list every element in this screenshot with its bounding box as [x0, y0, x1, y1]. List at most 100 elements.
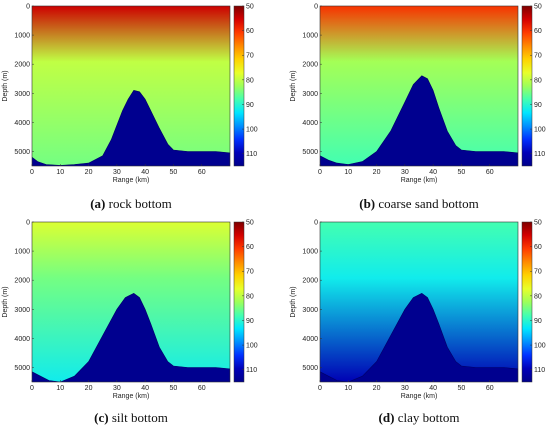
colorbar — [521, 5, 533, 167]
x-tick-label: 0 — [318, 169, 322, 176]
plot-frame — [319, 221, 519, 383]
colorbar-tick-label: 80 — [246, 77, 254, 84]
x-tick-label: 40 — [141, 169, 149, 176]
x-tick-label: 30 — [113, 385, 121, 392]
x-tick-label: 40 — [429, 385, 437, 392]
colorbar-tick-label: 50 — [246, 4, 254, 11]
colorbar-tick-label: 90 — [246, 318, 254, 325]
colorbar-tick-label: 50 — [534, 220, 542, 227]
x-tick-label: 50 — [170, 385, 178, 392]
panel-a-heatmap: 0 10 20 30 40 50 60 0 1000 2000 3000 4000 5000 Range … — [2, 4, 258, 185]
x-tick-label: 10 — [344, 385, 352, 392]
y-tick-label: 4000 — [302, 336, 318, 343]
x-tick-label: 20 — [85, 385, 93, 392]
panel-b-label: (b) — [359, 196, 376, 211]
panel-a-caption: (a) rock bottom — [0, 196, 262, 212]
y-tick-label: 3000 — [302, 307, 318, 314]
panel-c-label: (c) — [94, 410, 109, 425]
colorbar-tick-label: 50 — [534, 4, 542, 11]
colorbar-tick-label: 100 — [534, 127, 546, 134]
panel-b-caption: (b) coarse sand bottom — [288, 196, 550, 212]
y-tick-label: 0 — [26, 220, 30, 227]
panel-d-caption: (d) clay bottom — [288, 410, 550, 426]
x-tick-label: 10 — [56, 385, 64, 392]
colorbar-tick-label: 60 — [246, 28, 254, 35]
x-tick-label: 40 — [429, 169, 437, 176]
colorbar-tick-label: 70 — [246, 269, 254, 276]
x-tick-label: 30 — [401, 385, 409, 392]
x-tick-label: 60 — [486, 385, 494, 392]
colorbar-tick-label: 90 — [534, 318, 542, 325]
colorbar-tick-label: 80 — [534, 293, 542, 300]
colorbar-tick-label: 110 — [246, 367, 257, 374]
panel-c-caption: (c) silt bottom — [0, 410, 262, 426]
y-tick-label: 1000 — [14, 33, 30, 40]
y-tick-label: 4000 — [14, 120, 30, 127]
y-tick-label: 1000 — [302, 33, 318, 40]
colorbar-tick-label: 60 — [534, 28, 542, 35]
seabed-line — [320, 75, 518, 165]
y-tick-label: 3000 — [302, 91, 318, 98]
x-tick-label: 0 — [318, 385, 322, 392]
y-tick-label: 2000 — [302, 278, 318, 285]
y-axis-label: Depth (m) — [2, 70, 9, 101]
panel-c-heatmap: 0 10 20 30 40 50 60 0 1000 2000 3000 4000 5000 Range … — [2, 220, 258, 401]
transmission-loss-field — [320, 222, 518, 382]
x-tick-label: 40 — [141, 385, 149, 392]
transmission-loss-field — [320, 6, 518, 165]
colorbar-tick-label: 70 — [534, 53, 542, 60]
x-axis-label: Range (km) — [113, 393, 150, 400]
x-tick-label: 0 — [30, 169, 34, 176]
y-tick-label: 5000 — [14, 149, 30, 156]
panel-b-caption-text: coarse sand bottom — [378, 196, 479, 211]
colorbar-tick-label: 70 — [246, 53, 254, 60]
plot-frame — [31, 221, 231, 383]
y-tick-label: 3000 — [14, 91, 30, 98]
seabed-line — [320, 292, 518, 382]
y-axis-label: Depth (m) — [290, 286, 297, 317]
colorbar — [233, 5, 245, 167]
panel-c-caption-text: silt bottom — [111, 410, 168, 425]
seabed-line — [32, 90, 230, 166]
x-tick-label: 30 — [113, 169, 121, 176]
x-tick-label: 60 — [198, 385, 206, 392]
y-tick-label: 4000 — [14, 336, 30, 343]
y-tick-label: 2000 — [14, 62, 30, 69]
y-tick-label: 1000 — [14, 249, 30, 256]
colorbar — [521, 221, 533, 383]
colorbar-tick-label: 80 — [246, 293, 254, 300]
x-tick-label: 60 — [486, 169, 494, 176]
x-tick-label: 10 — [56, 169, 64, 176]
colorbar-tick-label: 110 — [534, 367, 545, 374]
panel-a-label: (a) — [90, 196, 106, 211]
panel-d-label: (d) — [378, 410, 395, 425]
y-axis-label: Depth (m) — [2, 286, 9, 317]
seabed-line — [32, 292, 230, 382]
panel-a-caption-text: rock bottom — [108, 196, 172, 211]
colorbar-tick-label: 80 — [534, 77, 542, 84]
y-tick-label: 2000 — [302, 62, 318, 69]
x-tick-label: 30 — [401, 169, 409, 176]
plot-frame — [319, 5, 519, 167]
plot-frame — [31, 5, 231, 167]
transmission-loss-field — [32, 222, 230, 382]
colorbar-tick-label: 90 — [246, 102, 254, 109]
x-tick-label: 60 — [198, 169, 206, 176]
y-tick-label: 3000 — [14, 307, 30, 314]
colorbar-tick-label: 50 — [246, 220, 254, 227]
y-tick-label: 5000 — [14, 365, 30, 372]
colorbar — [233, 221, 245, 383]
x-axis-label: Range (km) — [113, 177, 150, 184]
x-tick-label: 20 — [373, 385, 381, 392]
y-tick-label: 0 — [26, 4, 30, 11]
y-axis-label: Depth (m) — [290, 70, 297, 101]
colorbar-tick-label: 60 — [246, 244, 254, 251]
colorbar-tick-label: 90 — [534, 102, 542, 109]
colorbar-tick-label: 100 — [246, 127, 258, 134]
y-tick-label: 4000 — [302, 120, 318, 127]
y-tick-label: 2000 — [14, 278, 30, 285]
colorbar-tick-label: 60 — [534, 244, 542, 251]
x-axis-label: Range (km) — [401, 177, 438, 184]
x-tick-label: 20 — [373, 169, 381, 176]
